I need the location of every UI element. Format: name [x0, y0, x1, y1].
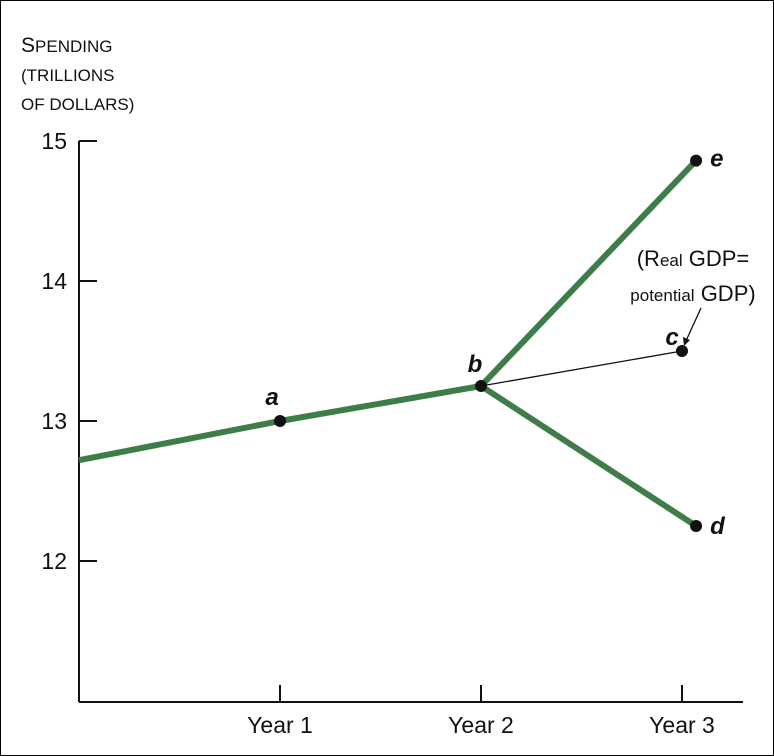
- point-a: [274, 415, 286, 427]
- curves: [78, 158, 699, 529]
- point-b: [475, 380, 487, 392]
- y-axis-label-rest: PENDING: [35, 37, 113, 56]
- curve-potential: [480, 350, 683, 387]
- annotation-line1: (Real GDP=: [637, 246, 750, 271]
- annotation-rest: GDP=: [683, 246, 750, 271]
- point-label-e: e: [710, 146, 723, 173]
- y-ticks: 12 13 14 15: [41, 128, 97, 574]
- y-axis-label-line2: (TRILLIONS: [21, 66, 115, 85]
- annotation-line2: potential GDP): [630, 281, 755, 306]
- y-tick-label: 15: [41, 128, 67, 154]
- point-label-b: b: [468, 351, 483, 378]
- x-tick-label: Year 1: [247, 712, 313, 738]
- point-c: [676, 345, 688, 357]
- annotation-cap: (R: [637, 246, 660, 271]
- annotation-potential: potential: [630, 286, 694, 305]
- annotation-small: eal: [660, 251, 683, 270]
- x-ticks: Year 1 Year 2 Year 3: [247, 685, 715, 738]
- x-tick-label: Year 3: [649, 712, 715, 738]
- x-tick-label: Year 2: [448, 712, 514, 738]
- y-tick-label: 14: [41, 268, 67, 294]
- y-axis-label: SPENDING (TRILLIONS OF DOLLARS): [21, 31, 134, 119]
- point-label-c: c: [665, 324, 678, 351]
- point-e: [690, 154, 703, 167]
- curve-low: [479, 383, 698, 529]
- curve-high: [478, 158, 699, 389]
- arrow-shaft: [684, 307, 702, 344]
- point-label-a: a: [265, 384, 278, 411]
- point-d: [690, 520, 703, 532]
- annotation-gdp: GDP): [695, 281, 756, 306]
- y-axis-label-line3: OF DOLLARS): [21, 95, 135, 114]
- data-points: a b c d e: [265, 146, 726, 540]
- axes: [78, 141, 743, 703]
- arrow-head: [683, 337, 690, 346]
- y-tick-label: 12: [41, 548, 67, 574]
- y-tick-label: 13: [41, 408, 67, 434]
- annotation-arrow: [683, 307, 702, 346]
- point-label-d: d: [710, 513, 726, 540]
- y-axis-label-cap: S: [21, 34, 36, 57]
